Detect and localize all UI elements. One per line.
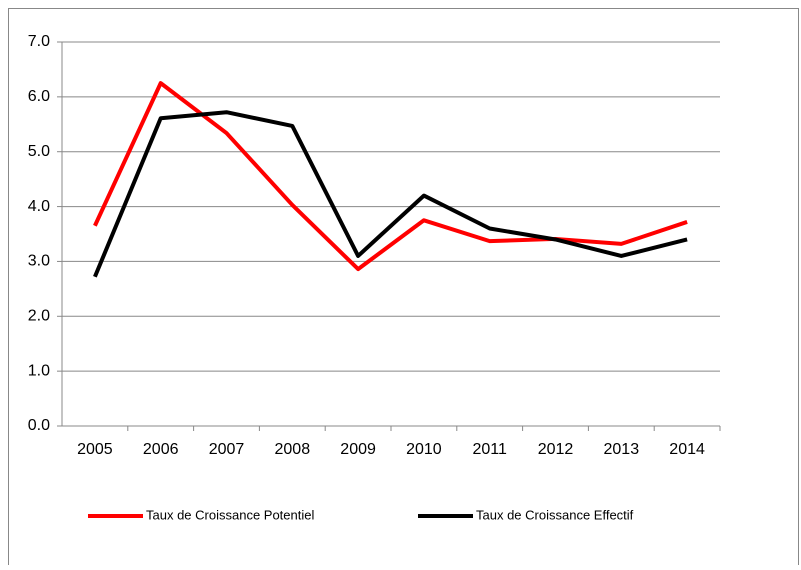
series-line (93, 81, 688, 272)
y-tick-label: 5.0 (28, 143, 50, 160)
y-tick-label: 4.0 (28, 198, 50, 215)
legend-label: Taux de Croissance Effectif (476, 507, 634, 522)
y-tick-label: 6.0 (28, 88, 50, 105)
x-tick-label: 2005 (77, 441, 113, 458)
x-tick-label: 2013 (604, 441, 640, 458)
y-tick-label: 7.0 (28, 33, 50, 50)
x-tick-label: 2011 (472, 441, 507, 458)
x-tick-label: 2007 (209, 441, 245, 458)
x-tick-label: 2014 (669, 441, 705, 458)
y-tick-label: 1.0 (28, 362, 50, 379)
legend-label: Taux de Croissance Potentiel (146, 507, 314, 522)
y-tick-label: 2.0 (28, 308, 50, 325)
chart-frame (8, 8, 799, 570)
x-tick-label: 2006 (143, 441, 179, 458)
x-tick-label: 2010 (406, 441, 442, 458)
y-tick-label: 0.0 (28, 417, 50, 434)
x-tick-label: 2009 (340, 441, 376, 458)
series-line (93, 110, 688, 278)
x-tick-label: 2012 (538, 441, 574, 458)
y-tick-label: 3.0 (28, 253, 50, 270)
x-tick-label: 2008 (275, 441, 311, 458)
